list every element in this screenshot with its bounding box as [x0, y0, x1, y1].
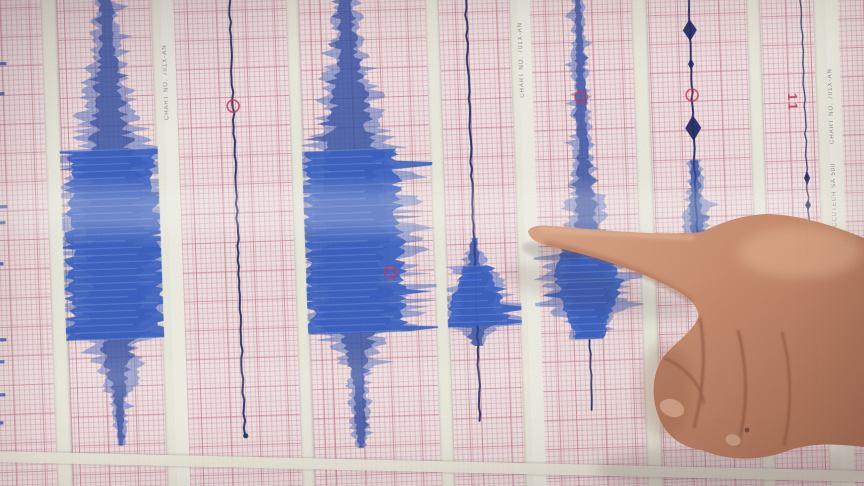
- skin-mole: [744, 427, 750, 433]
